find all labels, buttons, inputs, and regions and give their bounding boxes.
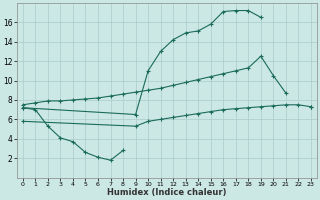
X-axis label: Humidex (Indice chaleur): Humidex (Indice chaleur): [107, 188, 227, 197]
